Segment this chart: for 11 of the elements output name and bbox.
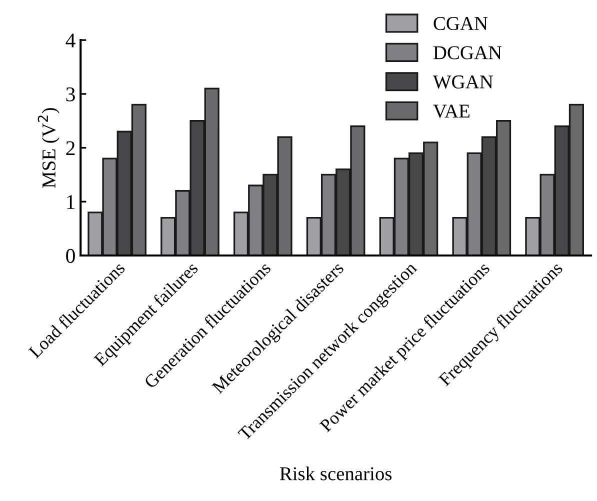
y-axis-title: MSE (V$^{2}$) xyxy=(38,108,60,188)
y-tick-label: 1 xyxy=(67,195,74,209)
legend-label: DCGAN xyxy=(433,46,502,60)
y-tick-label: 0 xyxy=(66,248,75,263)
legend-label: CGAN xyxy=(434,16,488,30)
y-tick-label: 3 xyxy=(66,87,75,102)
y-tick-label: 2 xyxy=(66,141,75,156)
y-tick-label: 4 xyxy=(66,34,76,48)
legend-label: VAE xyxy=(433,104,470,118)
x-axis-title: Risk scenarios xyxy=(280,466,392,480)
legend-label: WGAN xyxy=(432,75,493,89)
